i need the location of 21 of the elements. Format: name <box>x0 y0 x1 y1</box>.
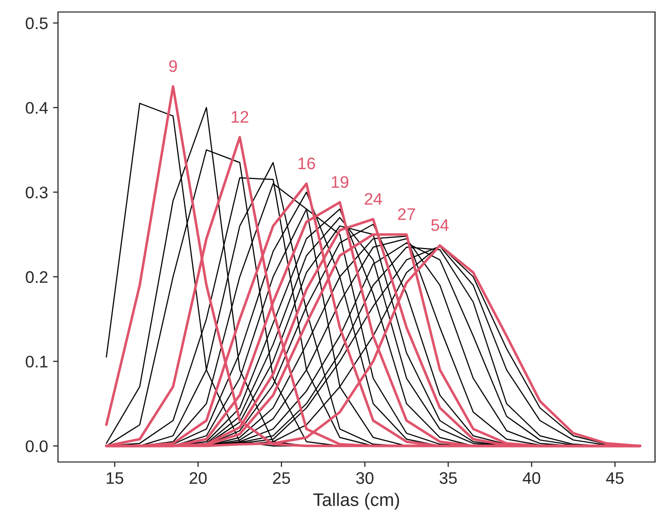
y-tick-label: 0.2 <box>26 271 48 283</box>
x-tick-label: 15 <box>106 472 124 484</box>
y-tick-label: 0.0 <box>26 440 48 452</box>
y-tick-label: 0.5 <box>26 17 48 30</box>
x-tick-label: 45 <box>606 472 624 484</box>
annotation: 54 <box>431 219 449 232</box>
y-tick-label: 0.4 <box>26 102 48 114</box>
annotation: 24 <box>364 193 382 205</box>
annotation: 9 <box>169 60 177 72</box>
y-tick-label: 0.3 <box>26 186 48 198</box>
annotation: 19 <box>332 176 348 188</box>
x-tick-label: 30 <box>356 472 374 484</box>
annotation: 12 <box>232 110 248 123</box>
x-axis-title: Tallas (cm) <box>313 492 400 510</box>
x-tick-label: 25 <box>273 472 290 484</box>
annotation: 27 <box>398 208 415 220</box>
x-tick-label: 35 <box>440 472 457 484</box>
y-tick-label: 0.1 <box>26 356 48 368</box>
x-tick-label: 40 <box>522 472 540 484</box>
annotation: 16 <box>298 158 316 170</box>
x-tick-label: 20 <box>190 472 207 484</box>
